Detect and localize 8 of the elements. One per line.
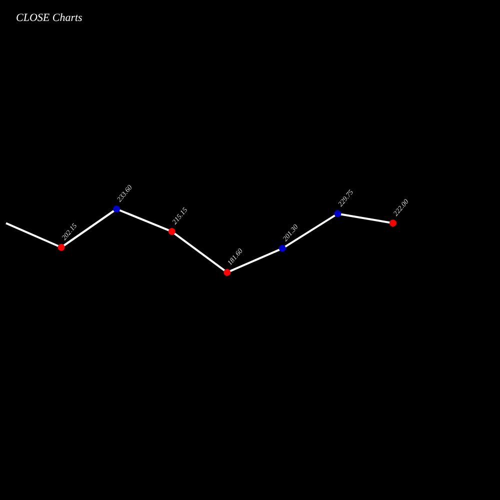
point — [278, 244, 286, 252]
point — [168, 228, 176, 236]
point — [334, 210, 342, 218]
point — [390, 220, 396, 227]
point — [224, 268, 231, 276]
chart-title: CLOSE Charts — [16, 12, 82, 24]
point — [113, 206, 120, 213]
point — [58, 244, 65, 251]
